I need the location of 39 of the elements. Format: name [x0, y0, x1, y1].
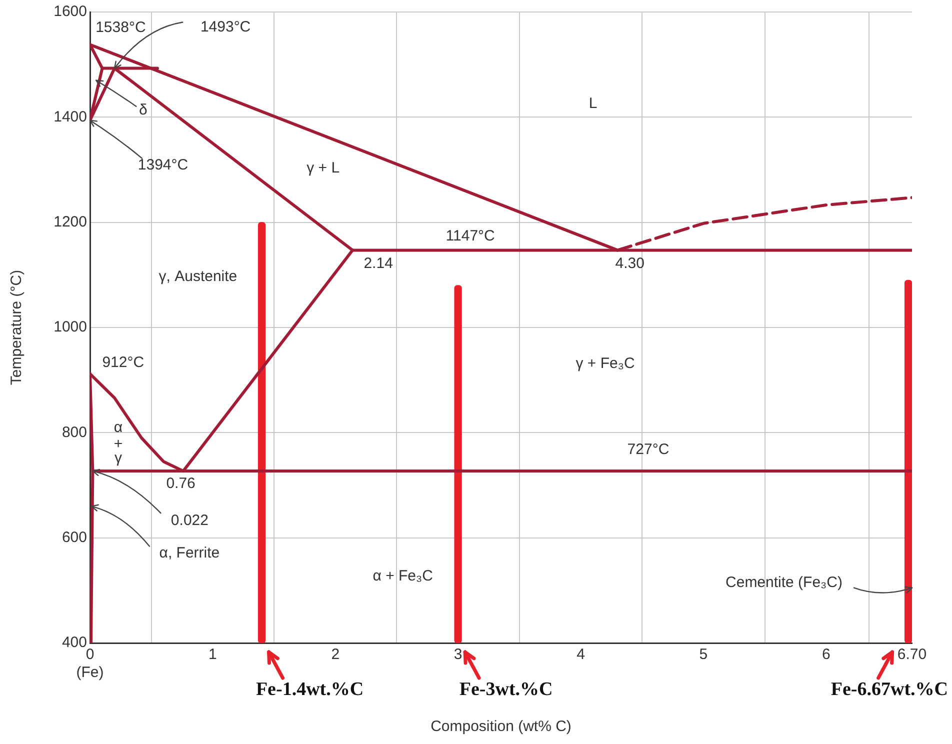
- annotation: 727°C: [627, 441, 670, 458]
- text: Fe-6.67wt.%C: [830, 678, 948, 700]
- annotation: 0.022: [170, 512, 208, 530]
- text: Fe-1.4wt.%C: [256, 678, 364, 700]
- annotation: α: [114, 419, 123, 436]
- x-tick-label: 1: [208, 646, 217, 664]
- annotation: Cementite (Fe₃C): [726, 574, 842, 591]
- text: Fe-3wt.%C: [459, 678, 553, 700]
- annotation: γ + L: [306, 159, 340, 176]
- annotation: 1493°C: [200, 18, 251, 36]
- x-tick-label: 5: [699, 646, 708, 664]
- annotation: 1538°C: [96, 18, 146, 36]
- annotation: 1394°C: [138, 156, 188, 174]
- annotation: α, Ferrite: [159, 544, 220, 562]
- x-tick-label: 6: [822, 646, 830, 664]
- annotation: L: [588, 95, 598, 112]
- x-tick-label: 6.70: [897, 646, 927, 664]
- y-tick-label: 800: [62, 424, 87, 441]
- annotation: 4.30: [615, 255, 644, 272]
- y-axis-title: Temperature (°C): [8, 270, 26, 386]
- x-tick-label: 2: [331, 646, 340, 664]
- annotation: δ: [138, 102, 148, 118]
- annotation: γ: [114, 450, 122, 467]
- annotation: 1147°C: [446, 228, 496, 245]
- y-tick-label: 1600: [54, 3, 87, 20]
- annotation: 0.76: [166, 474, 196, 492]
- y-tick-label: 600: [62, 528, 87, 546]
- annotation: γ, Austenite: [158, 268, 238, 286]
- y-tick-label: 1200: [54, 213, 87, 230]
- x-axis-title: Composition (wt% C): [430, 718, 572, 736]
- x-tick-label: 4: [576, 646, 585, 664]
- x-tick-label: 3: [454, 646, 462, 664]
- y-tick-label: 1000: [54, 318, 87, 336]
- annotation: 2.14: [364, 255, 393, 272]
- annotation: +: [114, 435, 123, 452]
- annotation: γ + Fe₃C: [576, 354, 635, 372]
- annotation: 912°C: [102, 354, 144, 371]
- y-tick-label: 1400: [54, 108, 87, 126]
- annotation: α + Fe₃C: [372, 567, 434, 584]
